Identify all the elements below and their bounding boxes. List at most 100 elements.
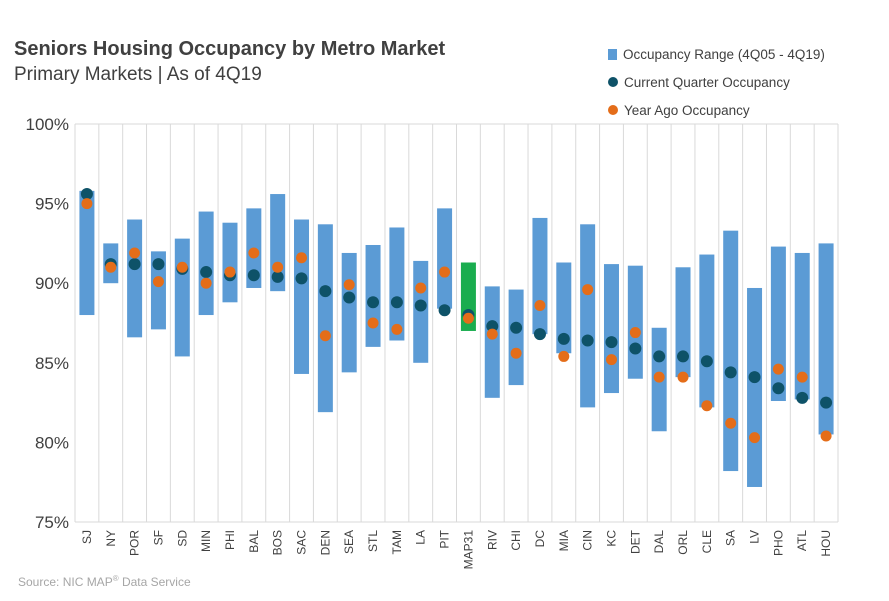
x-tick-label: NY [104,530,118,547]
x-tick-label: MAP31 [461,530,475,570]
x-tick-label: PHO [771,530,785,556]
year-ago-marker [319,330,331,342]
range-bar [508,289,524,386]
x-tick-label: CIN [581,530,595,551]
range-bar [723,230,739,472]
year-ago-marker [176,261,188,273]
y-tick-label: 95% [35,195,69,214]
legend-item-current: Current Quarter Occupancy [608,68,825,96]
x-tick-label: SA [724,530,738,546]
range-bar [174,238,190,357]
year-ago-marker [558,350,570,362]
year-ago-marker [152,276,164,288]
year-ago-marker [534,299,546,311]
current-quarter-marker [700,355,713,368]
year-ago-marker [129,247,141,259]
x-tick-label: MIA [557,530,571,551]
x-tick-label: LA [414,530,428,545]
x-tick-label: RIV [485,530,499,550]
range-bar [699,254,715,408]
legend-label-range: Occupancy Range (4Q05 - 4Q19) [623,46,825,62]
source-prefix: Source: NIC MAP [18,575,113,589]
x-tick-label: SD [175,530,189,547]
year-ago-marker [749,432,761,444]
legend-item-year-ago: Year Ago Occupancy [608,96,825,124]
range-bar [747,287,763,487]
x-tick-label: DAL [652,530,666,554]
year-ago-marker [415,282,427,294]
y-tick-label: 75% [35,513,69,532]
x-tick-label: DET [628,529,642,554]
x-tick-label: STL [366,530,380,552]
range-swatch-icon [608,48,617,60]
current-quarter-marker [581,334,594,347]
year-ago-marker [820,430,832,442]
range-bar [770,246,786,402]
current-quarter-marker [748,371,761,384]
year-ago-marker [296,252,308,264]
year-ago-marker [343,279,355,291]
year-ago-marker [81,198,93,210]
current-quarter-marker [367,296,380,309]
legend-label-current: Current Quarter Occupancy [624,74,790,90]
current-quarter-marker [247,269,260,282]
current-quarter-marker [319,285,332,298]
year-ago-marker [677,371,689,383]
range-bar [484,286,500,398]
range-bar [150,251,166,330]
year-ago-marker [200,277,212,289]
year-ago-marker [391,323,403,335]
range-bar [437,208,453,309]
chart-title: Seniors Housing Occupancy by Metro Marke… [14,38,446,60]
range-bar [294,219,310,374]
year-ago-marker [725,417,737,429]
x-tick-label: LV [748,530,762,544]
current-quarter-marker [200,266,213,279]
x-tick-label: SAC [295,530,309,555]
year-ago-marker [796,371,808,383]
range-bar [198,211,214,316]
current-quarter-marker [653,350,666,363]
current-quarter-marker [724,366,737,379]
current-quarter-marker [152,258,165,271]
legend-item-range: Occupancy Range (4Q05 - 4Q19) [608,40,825,68]
current-quarter-marker [533,328,546,341]
range-bar [341,252,357,373]
range-bar [413,260,429,363]
source-note: Source: NIC MAP® Data Service [18,574,191,589]
x-tick-label: DEN [318,530,332,555]
current-quarter-marker [510,321,523,334]
year-ago-marker [439,266,451,278]
range-bar [794,252,810,400]
range-bar [79,190,95,316]
y-tick-label: 85% [35,354,69,373]
current-quarter-marker [557,332,570,345]
range-bar [222,222,238,303]
registered-mark: ® [112,574,119,583]
year-ago-marker [629,327,641,339]
current-quarter-marker [629,342,642,355]
x-tick-label: MIN [199,530,213,552]
x-tick-label: TAM [390,530,404,554]
current-dot-icon [608,77,618,87]
year-ago-marker [510,347,522,359]
year-ago-marker [105,261,117,273]
y-tick-label: 100% [26,115,69,134]
year-ago-marker [248,247,260,259]
range-bar [127,219,143,338]
year-ago-marker [462,312,474,324]
x-tick-label: POR [128,530,142,556]
chart-subtitle: Primary Markets | As of 4Q19 [14,64,262,85]
year-ago-marker [272,261,284,273]
current-quarter-marker [605,336,618,349]
current-quarter-marker [295,272,308,285]
current-quarter-marker [677,350,690,363]
range-bar [317,224,333,413]
year-ago-marker [605,354,617,366]
x-tick-label: ATL [795,530,809,551]
current-quarter-marker [414,299,427,312]
current-quarter-marker [486,320,499,333]
current-quarter-marker [438,304,451,317]
year-ago-marker [367,317,379,329]
